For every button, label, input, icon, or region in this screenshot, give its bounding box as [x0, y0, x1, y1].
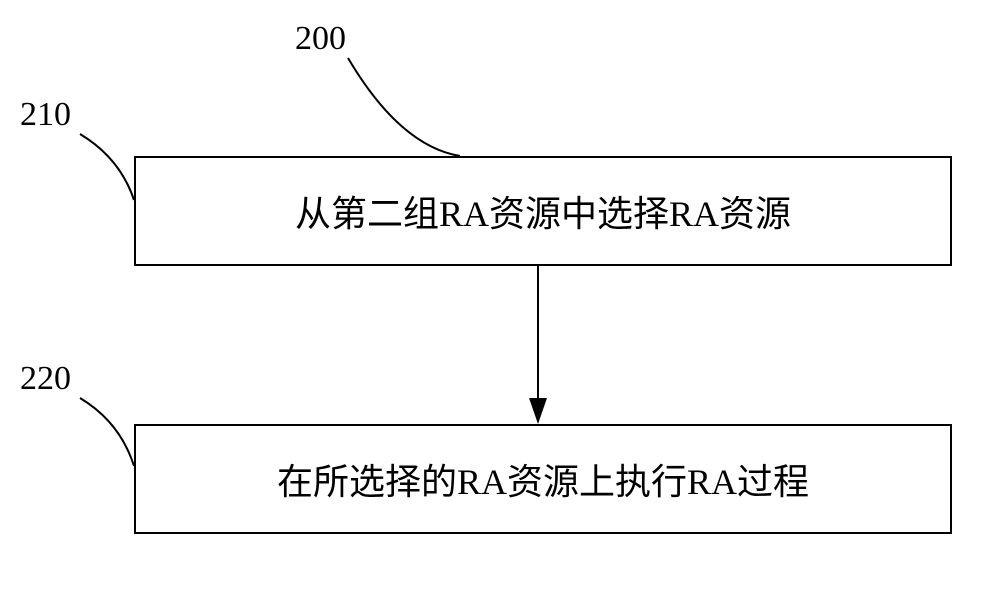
arrow-210-to-220 — [0, 0, 1000, 614]
flowchart-diagram: 200 210 220 从第二组RA资源中选择RA资源 在所选择的RA资源上执行… — [0, 0, 1000, 614]
